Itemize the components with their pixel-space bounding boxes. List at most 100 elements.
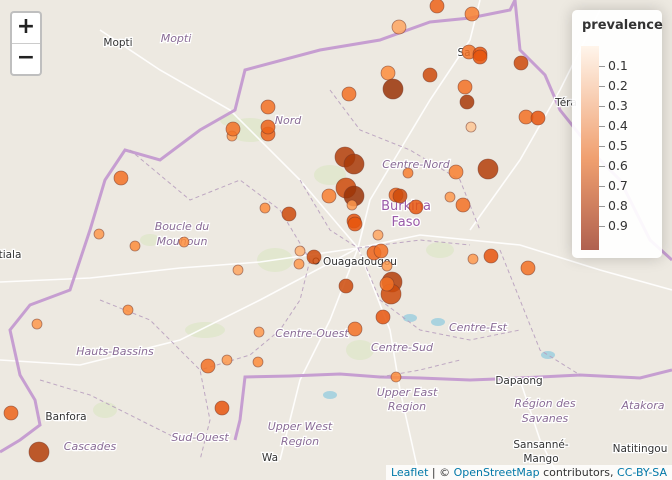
prevalence-marker[interactable]	[113, 170, 129, 186]
legend-tick-mark	[599, 146, 605, 147]
legend-tick-label: 0.8	[608, 198, 628, 213]
prevalence-marker[interactable]	[472, 49, 488, 65]
legend-tick-mark	[599, 186, 605, 187]
legend-tick-mark	[599, 126, 605, 127]
legend-tick-mark	[599, 66, 605, 67]
prevalence-marker[interactable]	[122, 304, 134, 316]
prevalence-marker[interactable]	[294, 245, 306, 257]
prevalence-marker[interactable]	[260, 99, 276, 115]
prevalence-marker[interactable]	[341, 86, 357, 102]
prevalence-marker[interactable]	[429, 0, 445, 14]
legend-tick-label: 0.2	[608, 78, 628, 93]
place-label-region: Mopti	[161, 32, 192, 45]
legend-title: prevalence	[582, 18, 663, 33]
prevalence-marker[interactable]	[346, 199, 358, 211]
legend-tick-label: 0.3	[608, 98, 628, 113]
zoom-in-button[interactable]: +	[16, 14, 36, 39]
prevalence-marker[interactable]	[252, 356, 264, 368]
place-label-region: Upper East	[377, 386, 438, 399]
place-label-capital: Ouagadougou	[323, 256, 397, 268]
legend-tick-mark	[599, 226, 605, 227]
prevalence-marker[interactable]	[347, 321, 363, 337]
prevalence-marker[interactable]	[372, 229, 384, 241]
place-label-region: Cascades	[64, 440, 117, 453]
place-label-region: Centre-Est	[449, 321, 508, 334]
prevalence-marker[interactable]	[31, 318, 43, 330]
prevalence-marker[interactable]	[477, 158, 499, 180]
place-label-region: Savanes	[522, 412, 569, 425]
prevalence-marker[interactable]	[483, 248, 499, 264]
osm-link[interactable]: OpenStreetMap	[453, 466, 540, 479]
prevalence-marker[interactable]	[457, 79, 473, 95]
prevalence-marker[interactable]	[178, 236, 190, 248]
prevalence-marker[interactable]	[221, 354, 233, 366]
prevalence-marker[interactable]	[379, 276, 395, 292]
prevalence-marker[interactable]	[253, 326, 265, 338]
prevalence-marker[interactable]	[402, 167, 414, 179]
prevalence-marker[interactable]	[382, 78, 404, 100]
road	[0, 247, 359, 366]
prevalence-marker[interactable]	[444, 191, 456, 203]
legend-tick-label: 0.1	[608, 58, 628, 73]
prevalence-marker[interactable]	[513, 55, 529, 71]
place-label-city: Wa	[262, 452, 278, 464]
prevalence-marker[interactable]	[520, 260, 536, 276]
prevalence-marker[interactable]	[464, 6, 480, 22]
prevalence-marker[interactable]	[455, 197, 471, 213]
prevalence-marker[interactable]	[293, 258, 305, 270]
prevalence-marker[interactable]	[343, 153, 365, 175]
prevalence-marker[interactable]	[408, 199, 424, 215]
prevalence-marker[interactable]	[214, 400, 230, 416]
prevalence-marker[interactable]	[448, 164, 464, 180]
region-border	[129, 149, 311, 261]
prevalence-marker[interactable]	[281, 206, 297, 222]
prevalence-marker[interactable]	[380, 65, 396, 81]
prevalence-marker[interactable]	[373, 243, 389, 259]
prevalence-marker[interactable]	[3, 405, 19, 421]
vegetation-patch	[426, 242, 454, 258]
place-label-city: Mango	[523, 453, 558, 465]
road	[357, 247, 421, 480]
prevalence-marker[interactable]	[260, 119, 276, 135]
prevalence-marker[interactable]	[390, 371, 402, 383]
prevalence-marker[interactable]	[225, 121, 241, 137]
prevalence-marker[interactable]	[391, 19, 407, 35]
prevalence-marker[interactable]	[129, 240, 141, 252]
zoom-out-button[interactable]: −	[12, 43, 40, 74]
prevalence-marker[interactable]	[338, 278, 354, 294]
prevalence-marker[interactable]	[200, 358, 216, 374]
place-label-region: Region	[281, 435, 319, 448]
place-label-city: Banfora	[45, 411, 86, 423]
prevalence-marker[interactable]	[93, 228, 105, 240]
prevalence-marker[interactable]	[306, 249, 322, 265]
zoom-control: + −	[10, 11, 42, 76]
legend-tick-label: 0.4	[608, 118, 628, 133]
prevalence-marker[interactable]	[465, 121, 477, 133]
prevalence-marker[interactable]	[459, 94, 475, 110]
prevalence-marker[interactable]	[321, 188, 337, 204]
prevalence-marker[interactable]	[422, 67, 438, 83]
prevalence-marker[interactable]	[375, 309, 391, 325]
legend-tick-label: 0.6	[608, 158, 628, 173]
legend-tick-label: 0.5	[608, 138, 628, 153]
leaflet-link[interactable]: Leaflet	[390, 466, 429, 479]
prevalence-marker[interactable]	[232, 264, 244, 276]
legend-tick-mark	[599, 106, 605, 107]
place-label-region: Boucle du	[155, 220, 210, 233]
region-border	[357, 247, 521, 341]
prevalence-marker[interactable]	[28, 441, 50, 463]
region-border	[99, 299, 211, 461]
prevalence-marker[interactable]	[381, 260, 393, 272]
prevalence-marker[interactable]	[347, 216, 363, 232]
prevalence-marker[interactable]	[259, 202, 271, 214]
place-label-country: Faso	[392, 215, 421, 230]
prevalence-marker[interactable]	[467, 253, 479, 265]
license-link[interactable]: CC-BY-SA	[617, 466, 667, 479]
road	[357, 234, 672, 291]
place-label-city: Téra	[554, 97, 577, 109]
place-label-region: Upper West	[268, 420, 333, 433]
road	[357, 0, 481, 249]
prevalence-marker[interactable]	[392, 188, 408, 204]
prevalence-marker[interactable]	[530, 110, 546, 126]
